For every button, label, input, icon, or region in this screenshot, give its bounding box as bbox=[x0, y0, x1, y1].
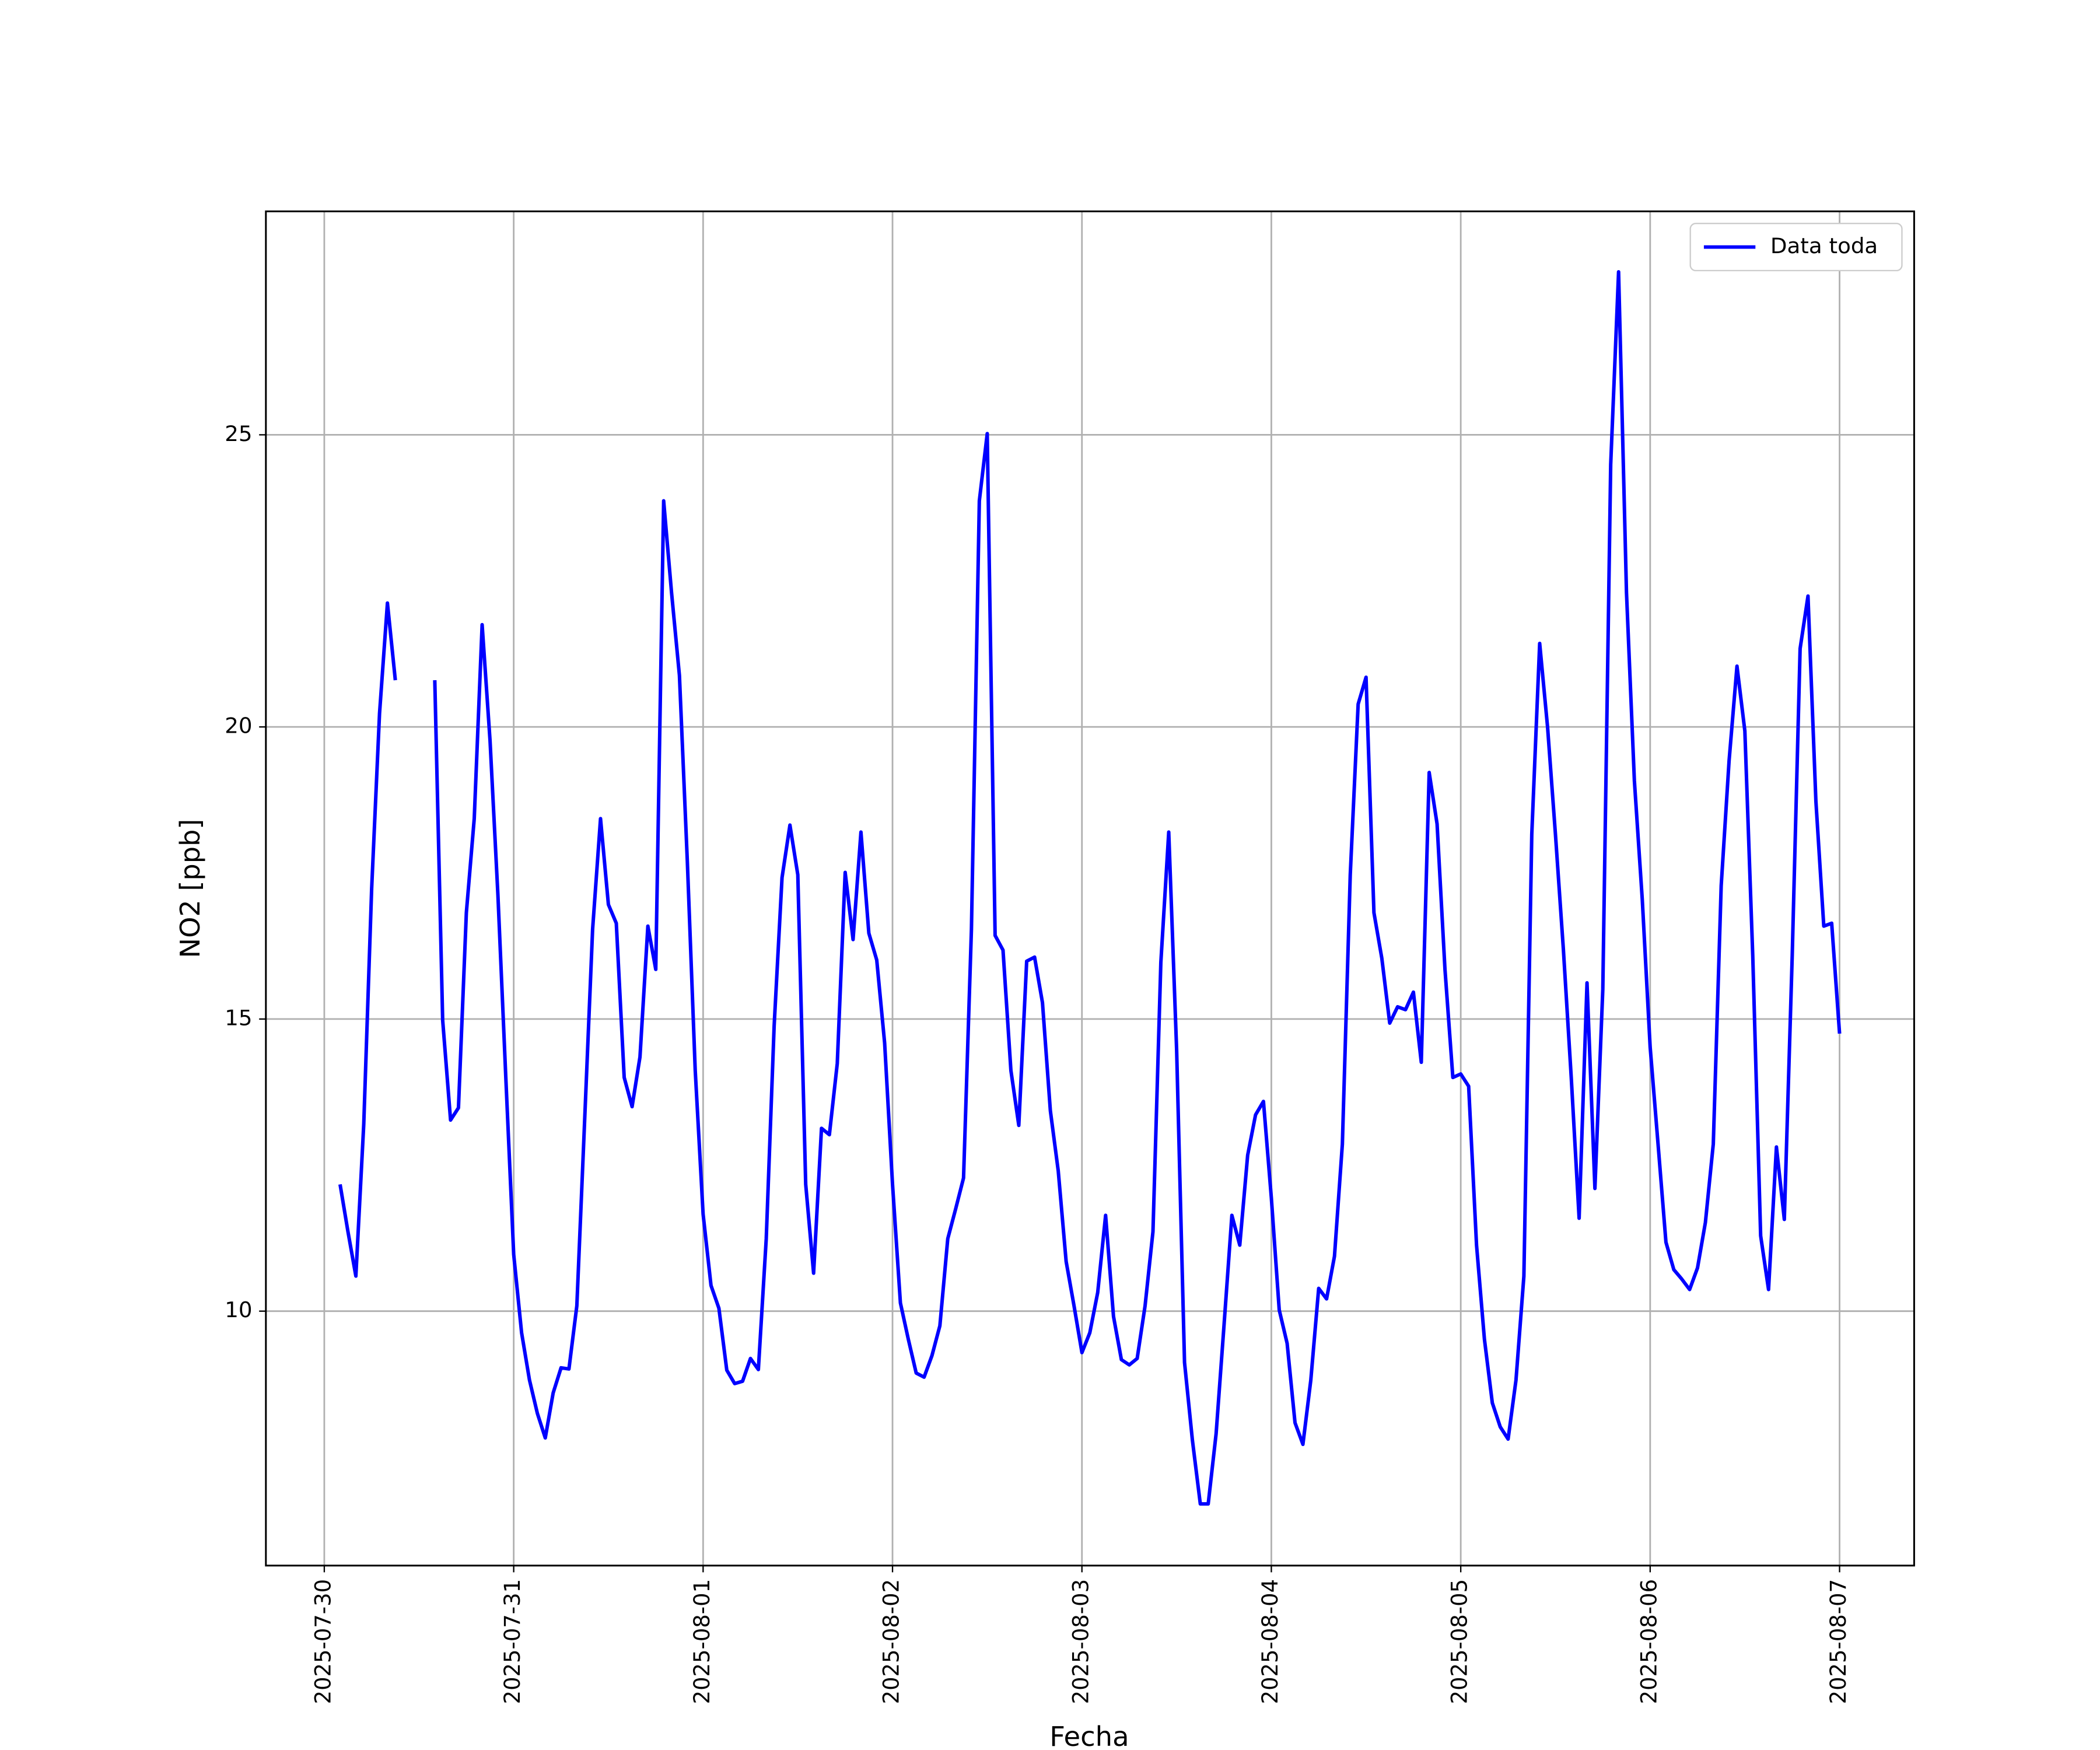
x-axis-label: Fecha bbox=[1049, 1721, 1129, 1750]
legend: Data toda bbox=[1689, 222, 1903, 271]
data-line bbox=[338, 270, 1842, 1506]
x-tick-label: 2025-08-07 bbox=[1826, 1579, 1851, 1704]
legend-label: Data toda bbox=[1770, 233, 1878, 258]
plot-frame bbox=[265, 210, 1915, 1567]
x-tick-label: 2025-07-30 bbox=[310, 1579, 335, 1704]
x-tick-label: 2025-08-02 bbox=[878, 1579, 904, 1704]
y-tick-label: 25 bbox=[225, 421, 252, 446]
y-axis-label: NO2 [ppb] bbox=[174, 819, 206, 958]
x-tick-label: 2025-08-04 bbox=[1258, 1579, 1283, 1704]
y-tick-label: 10 bbox=[225, 1297, 252, 1322]
x-tick-label: 2025-08-05 bbox=[1447, 1579, 1472, 1704]
x-tick-label: 2025-08-01 bbox=[690, 1579, 715, 1704]
y-tick-label: 15 bbox=[225, 1006, 252, 1031]
x-tick-label: 2025-08-06 bbox=[1636, 1579, 1661, 1704]
legend-box bbox=[1689, 222, 1903, 271]
x-tick-label: 2025-08-03 bbox=[1068, 1579, 1093, 1704]
x-tick-label: 2025-07-31 bbox=[500, 1579, 525, 1704]
y-tick-label: 20 bbox=[225, 713, 252, 738]
